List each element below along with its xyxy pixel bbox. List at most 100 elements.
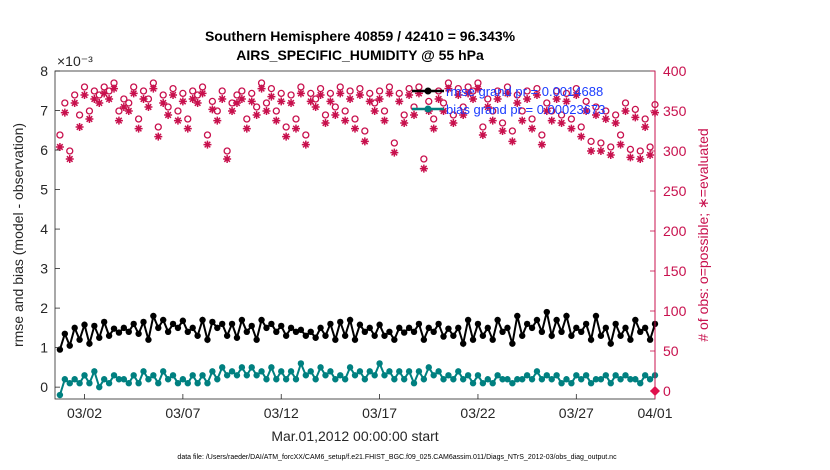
rmse-series-point xyxy=(607,340,614,347)
bias-series-point xyxy=(366,368,373,375)
obs-possible-point xyxy=(498,119,507,127)
obs-evaluated-point xyxy=(65,155,74,163)
bias-series-point xyxy=(164,376,172,383)
rmse-series-point xyxy=(627,336,634,343)
bias-series-point xyxy=(553,372,560,379)
rmse-series-point xyxy=(199,316,206,324)
bias-series-point xyxy=(66,379,73,387)
obs-evaluated-point xyxy=(631,113,640,122)
rmse-series-point xyxy=(140,318,147,326)
rmse-series-point xyxy=(415,320,423,328)
bias-series-point xyxy=(282,376,290,383)
obs-possible-point xyxy=(223,147,231,155)
obs-count-series xyxy=(55,79,659,173)
bias-series-point xyxy=(76,379,83,387)
y-left-tick-label: 7 xyxy=(40,103,48,119)
rmse-series-point xyxy=(91,322,98,330)
obs-possible-point xyxy=(159,91,167,99)
bias-series-point xyxy=(494,372,501,379)
rmse-series-point xyxy=(405,324,413,332)
rmse-series-point xyxy=(125,328,132,336)
obs-possible-point xyxy=(218,87,226,95)
bias-series-point xyxy=(307,368,314,375)
obs-evaluated-point xyxy=(95,99,104,107)
rmse-series-point xyxy=(450,332,457,339)
obs-evaluated-point xyxy=(183,124,192,133)
obs-evaluated-point xyxy=(395,97,404,106)
rmse-series-point xyxy=(130,320,137,328)
obs-evaluated-point xyxy=(203,140,212,149)
obs-evaluated-point xyxy=(218,95,227,103)
obs-possible-point xyxy=(636,147,644,155)
bias-series-point xyxy=(253,372,260,379)
obs-possible-point xyxy=(626,145,635,154)
rmse-series-point xyxy=(381,332,388,339)
rmse-series-point xyxy=(612,320,619,328)
y-left-tick-label: 3 xyxy=(40,261,48,277)
bias-series-point xyxy=(430,372,437,379)
bias-series-point xyxy=(514,376,521,383)
bias-series-point xyxy=(597,376,605,383)
rmse-series-point xyxy=(159,316,167,324)
obs-possible-point xyxy=(439,99,448,107)
obs-possible-point xyxy=(326,89,335,98)
bias-series-point xyxy=(346,364,354,371)
obs-evaluated-point xyxy=(414,89,423,98)
obs-possible-point xyxy=(612,111,620,119)
obs-possible-point xyxy=(277,89,285,98)
obs-possible-point xyxy=(80,83,89,91)
rmse-series-point xyxy=(194,332,201,339)
bias-series-point xyxy=(140,368,147,375)
obs-evaluated-point xyxy=(518,116,527,125)
bias-series-point xyxy=(612,372,619,379)
obs-possible-point xyxy=(56,131,64,139)
chart-subtitle: AIRS_SPECIFIC_HUMIDITY @ 55 hPa xyxy=(236,47,484,63)
bias-series-point xyxy=(332,376,339,383)
obs-possible-point xyxy=(567,115,576,123)
rmse-series-point xyxy=(420,336,428,343)
obs-possible-point xyxy=(395,89,403,98)
rmse-series-point xyxy=(110,325,118,332)
obs-evaluated-point xyxy=(405,91,414,99)
bias-series-point xyxy=(263,376,270,383)
obs-possible-point xyxy=(508,127,517,135)
obs-evaluated-point xyxy=(454,91,463,99)
rmse-series-point xyxy=(155,324,162,332)
bias-series-point xyxy=(209,368,216,375)
rmse-series-point xyxy=(71,324,78,332)
bias-series-point xyxy=(199,372,206,379)
right-axis-marker xyxy=(650,386,660,396)
bias-series-point xyxy=(125,379,132,387)
bias-series-point xyxy=(204,379,211,387)
obs-possible-point xyxy=(528,115,536,123)
obs-evaluated-point xyxy=(277,97,286,106)
bias-series-point xyxy=(415,368,423,375)
bias-series-point xyxy=(582,372,590,379)
obs-evaluated-point xyxy=(641,123,650,131)
x-tick-label: 03/22 xyxy=(460,405,495,421)
obs-evaluated-point xyxy=(488,116,497,125)
rmse-series-point xyxy=(100,318,108,326)
rmse-series-point xyxy=(145,336,152,343)
obs-evaluated-point xyxy=(532,91,541,99)
y-axis-right-label: # of obs: o=possible; ∗=evaluated xyxy=(695,128,711,341)
x-axis: 03/02 03/07 03/12 03/17 03/22 03/27 04/01 xyxy=(67,394,673,421)
rmse-series-point xyxy=(400,329,408,336)
bias-series-point xyxy=(568,379,575,387)
obs-possible-point xyxy=(61,99,69,107)
bias-series-point xyxy=(130,372,137,379)
obs-evaluated-point xyxy=(567,124,576,133)
rmse-series-point xyxy=(435,320,442,328)
obs-evaluated-point xyxy=(326,97,335,106)
obs-possible-point xyxy=(646,143,654,151)
obs-possible-point xyxy=(607,143,615,151)
obs-possible-point xyxy=(164,103,172,111)
obs-evaluated-point xyxy=(306,97,315,106)
rmse-series-point xyxy=(278,322,285,330)
bias-series-point xyxy=(228,368,236,375)
obs-evaluated-point xyxy=(626,153,635,162)
obs-evaluated-point xyxy=(242,124,251,133)
obs-possible-point xyxy=(577,123,585,131)
obs-possible-point xyxy=(592,103,600,111)
rmse-series-point xyxy=(337,318,344,326)
